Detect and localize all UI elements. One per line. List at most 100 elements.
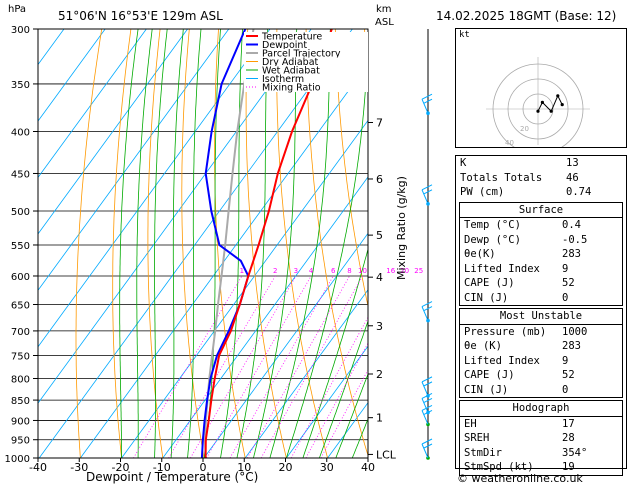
legend-entry: Dry Adiabat (262, 57, 319, 68)
wet-adiabat (269, 29, 331, 458)
table-row: PW (cm) 0.74 (456, 185, 626, 200)
legend-entry: Wet Adiabat (262, 66, 320, 77)
dry-adiabat (112, 29, 132, 458)
table-row: K 13 (456, 156, 626, 171)
wind-barb (421, 184, 433, 206)
wet-adiabat (136, 29, 153, 458)
hodograph-table-box: Hodograph EH 17 SREH 28 StmDir 354° StmSpd (kt… (459, 400, 623, 476)
mixing-ratio-label: 3 (294, 267, 298, 275)
row-value: 46 (566, 171, 579, 184)
table-row: Totals Totals 46 (456, 171, 626, 186)
pressure-tick-label: 750 (11, 351, 30, 362)
km-tick-label: 4 (376, 271, 383, 284)
legend-bg (244, 49, 368, 58)
hodograph-point (540, 100, 544, 104)
mixing-ratio-axis-label: Mixing Ratio (g/kg) (395, 176, 408, 280)
dry-adiabat (214, 29, 246, 458)
legend-bg (244, 74, 368, 84)
isotherm (244, 289, 368, 458)
legend-bg (244, 32, 368, 41)
mixing-ratio-line (320, 369, 368, 458)
pressure-tick-label: 300 (11, 25, 30, 36)
mixing-ratio-label: 10 (358, 267, 367, 275)
row-key: CIN (J) (464, 291, 509, 304)
km-tick-label: 1 (376, 412, 383, 425)
datetime-title: 14.02.2025 18GMT (Base: 12) (436, 9, 617, 23)
isotherm (162, 176, 368, 458)
xaxis-label: Dewpoint / Temperature (°C) (86, 470, 259, 484)
legend-bg (244, 83, 368, 92)
isotherm (203, 232, 368, 458)
km-tick-label: 5 (376, 229, 383, 242)
mixing-ratio-label: 6 (331, 267, 336, 275)
legend-bg (244, 40, 368, 50)
legend-entry: Mixing Ratio (262, 83, 321, 94)
wet-adiabat (220, 29, 243, 458)
hodograph-point (556, 94, 560, 98)
legend-entry: Temperature (261, 32, 322, 43)
hodograph-table-title: Hodograph (460, 401, 622, 417)
row-key: Lifted Index (464, 262, 540, 275)
mixing-ratio-line (133, 275, 243, 458)
km-tick-label: 6 (376, 173, 383, 186)
row-value: 0.4 (562, 219, 581, 231)
row-value: 28 (562, 432, 575, 444)
table-row: StmSpd (kt) 19 (460, 460, 622, 475)
legend-entry: Dewpoint (262, 40, 307, 51)
row-value: 0 (562, 383, 569, 396)
row-key: EH (464, 417, 477, 430)
row-value: 354° (562, 446, 588, 459)
row-key: SREH (464, 432, 490, 444)
pressure-tick-label: 950 (11, 436, 30, 447)
wet-adiabat (170, 29, 184, 458)
pressure-tick-label: 450 (11, 169, 30, 180)
wind-barb (421, 438, 433, 460)
km-label: km (376, 4, 392, 15)
wet-adiabat (154, 29, 168, 458)
km-tick-label: 3 (376, 320, 383, 333)
table-row: Temp (°C) 0.4 (460, 218, 622, 233)
pressure-tick-label: 600 (11, 272, 30, 283)
wind-barb (421, 393, 433, 415)
pressure-tick-label: 850 (11, 396, 30, 407)
mixing-ratio-label: 1 (240, 267, 244, 275)
wet-adiabat (236, 29, 269, 458)
row-value: 283 (562, 248, 581, 260)
indices-panel: K 13 Totals Totals 46 PW (cm) 0.74 Surface Te… (455, 155, 627, 476)
temperature-trace (204, 29, 333, 458)
dry-adiabat (147, 29, 164, 458)
table-row: Dewp (°C) -0.5 (460, 233, 622, 248)
row-value: 1000 (562, 325, 588, 338)
table-row: EH 17 (460, 417, 622, 432)
row-key: Pressure (mb) (464, 325, 547, 338)
x-tick-label: 30 (320, 461, 334, 474)
row-value: 0 (562, 291, 569, 304)
row-value: 17 (562, 417, 575, 430)
surface-title: Surface (460, 203, 622, 218)
wet-adiabat (286, 32, 368, 458)
row-key: CAPE (J) (464, 277, 515, 289)
x-tick-label: -20 (112, 461, 130, 474)
pressure-tick-label: 500 (11, 207, 30, 218)
wet-adiabat (187, 29, 202, 458)
row-key: θe (K) (464, 340, 502, 352)
mixing-ratio-label: 25 (414, 267, 423, 275)
row-value: 0.74 (566, 186, 592, 198)
table-row: Lifted Index 9 (460, 262, 622, 277)
row-value: 52 (562, 277, 575, 289)
index-table: K 13 Totals Totals 46 PW (cm) 0.74 (456, 156, 626, 200)
row-key: θe(K) (464, 248, 496, 260)
dry-adiabat (181, 29, 205, 458)
wet-adiabat (319, 319, 368, 458)
row-key: StmSpd (kt) (464, 461, 534, 473)
row-value: 9 (562, 354, 569, 367)
table-row: θe (K) 283 (460, 339, 622, 354)
mixing-ratio-label: 20 (400, 267, 409, 275)
wet-adiabat (253, 29, 298, 458)
location-title: 51°06'N 16°53'E 129m ASL (58, 9, 223, 23)
row-key: Dewp (°C) (464, 233, 521, 246)
table-row: CAPE (J) 52 (460, 368, 622, 383)
table-row: θe(K) 283 (460, 247, 622, 262)
mixing-ratio-line (246, 275, 350, 458)
isotherm (38, 29, 353, 458)
